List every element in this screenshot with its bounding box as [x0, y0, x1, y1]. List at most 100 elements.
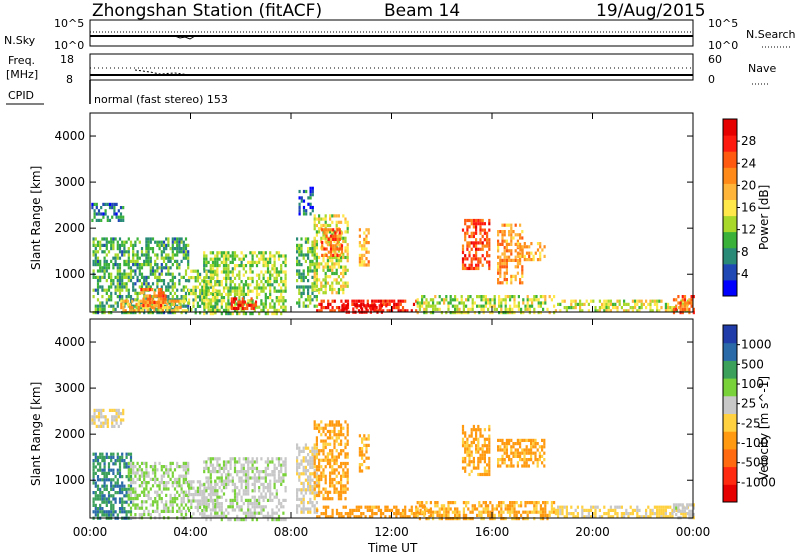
data-cell — [180, 487, 183, 491]
data-cell — [690, 512, 693, 517]
data-cell — [269, 479, 272, 483]
data-cell — [167, 506, 170, 510]
data-cell — [121, 243, 124, 247]
data-cell — [669, 505, 672, 509]
data-cell — [107, 285, 111, 289]
data-cell — [434, 304, 437, 308]
data-cell — [334, 234, 337, 238]
data-cell — [315, 426, 318, 430]
data-cell — [154, 272, 157, 276]
data-cell — [502, 311, 505, 315]
data-cell — [160, 477, 163, 481]
data-cell — [240, 486, 243, 490]
data-cell — [99, 497, 102, 501]
data-cell — [470, 434, 473, 438]
data-cell — [164, 300, 167, 304]
data-cell — [681, 298, 684, 302]
data-cell — [338, 237, 341, 241]
data-cell — [227, 511, 230, 515]
data-cell — [209, 270, 212, 274]
data-cell — [462, 517, 465, 521]
data-cell — [129, 484, 133, 488]
data-cell — [258, 286, 261, 290]
data-cell — [125, 500, 128, 504]
data-cell — [194, 295, 197, 299]
data-cell — [542, 307, 545, 311]
data-cell — [300, 510, 303, 514]
data-cell — [240, 508, 243, 512]
data-cell — [365, 257, 368, 261]
data-cell — [97, 415, 101, 419]
data-cell — [244, 489, 248, 493]
data-cell — [194, 285, 197, 289]
data-cell — [365, 250, 368, 254]
data-cell — [121, 275, 124, 279]
data-cell — [399, 299, 402, 303]
data-cell — [249, 476, 252, 480]
data-cell — [688, 298, 691, 302]
data-cell — [167, 240, 170, 244]
data-cell — [340, 284, 343, 288]
data-cell — [269, 482, 272, 486]
data-cell — [220, 296, 223, 300]
data-cell — [505, 278, 508, 282]
data-cell — [258, 257, 261, 261]
data-cell — [114, 291, 117, 295]
data-cell — [466, 444, 469, 448]
data-cell — [207, 280, 210, 284]
data-cell — [346, 468, 349, 472]
data-cell — [516, 233, 519, 237]
data-cell — [143, 493, 146, 497]
data-cell — [479, 222, 482, 226]
data-cell — [572, 306, 575, 310]
data-cell — [456, 298, 459, 302]
data-cell — [139, 309, 143, 313]
data-cell — [176, 484, 179, 488]
data-cell — [255, 292, 259, 296]
data-cell — [324, 236, 327, 240]
data-cell — [165, 256, 168, 260]
data-cell — [178, 266, 181, 270]
data-cell — [478, 504, 481, 508]
data-cell — [681, 503, 684, 507]
data-cell — [559, 505, 562, 509]
data-cell — [620, 306, 623, 310]
data-cell — [515, 513, 518, 517]
data-cell — [309, 510, 312, 514]
data-cell — [176, 243, 179, 247]
beam-label: Beam 14 — [384, 1, 460, 21]
data-cell — [423, 307, 426, 311]
data-cell — [671, 508, 674, 512]
data-cell — [331, 255, 334, 260]
data-cell — [260, 482, 263, 486]
data-cell — [329, 477, 332, 482]
data-cell — [123, 243, 126, 247]
data-cell — [320, 490, 323, 494]
data-cell — [103, 304, 106, 308]
data-cell — [92, 288, 95, 292]
data-cell — [649, 515, 652, 519]
data-cell — [254, 303, 258, 307]
data-cell — [179, 302, 182, 306]
data-cell — [447, 507, 450, 511]
data-cell — [346, 426, 349, 430]
data-cell — [123, 487, 126, 491]
data-cell — [618, 299, 621, 303]
data-cell — [190, 499, 193, 503]
data-cell — [252, 306, 255, 311]
data-cell — [326, 262, 329, 266]
data-cell — [160, 291, 163, 295]
data-cell — [134, 497, 137, 501]
data-cell — [683, 509, 687, 513]
data-cell — [247, 479, 250, 483]
data-cell — [227, 286, 230, 290]
data-cell — [114, 484, 117, 488]
data-cell — [129, 477, 133, 481]
data-cell — [346, 259, 349, 263]
data-cell — [468, 453, 471, 457]
data-cell — [211, 270, 215, 274]
data-cell — [449, 517, 452, 521]
data-cell — [581, 309, 584, 313]
data-cell — [373, 505, 376, 509]
data-cell — [114, 500, 117, 504]
